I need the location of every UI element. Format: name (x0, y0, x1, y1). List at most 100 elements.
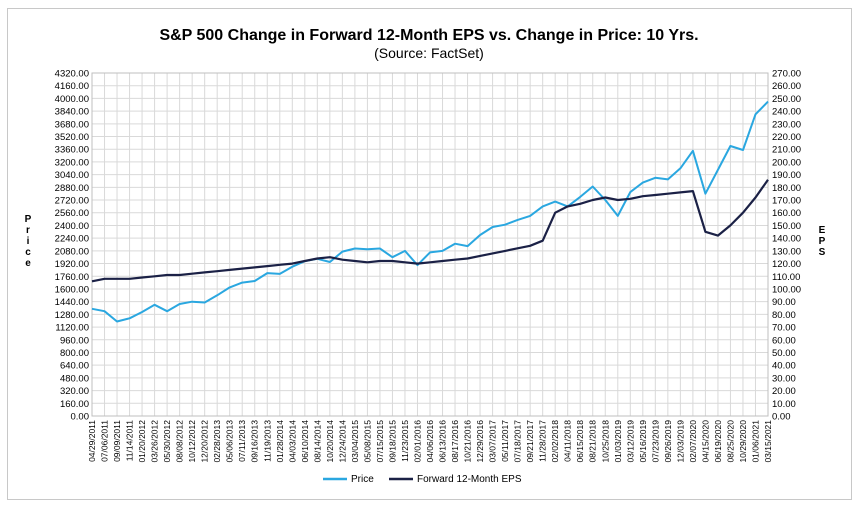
right-axis-label: EPS (819, 225, 826, 258)
right-tick-label: 160.00 (772, 208, 801, 219)
right-tick-label: 260.00 (772, 81, 801, 92)
x-tick-label: 02/01/2016 (412, 420, 422, 463)
left-tick-label: 320.00 (60, 386, 89, 397)
x-tick-label: 12/29/2016 (475, 420, 485, 463)
left-tick-label: 4000.00 (55, 94, 89, 105)
x-tick-label: 12/20/2012 (200, 420, 210, 463)
x-tick-label: 11/19/2013 (262, 420, 272, 462)
axis-label-letter: c (25, 247, 31, 258)
x-tick-label: 01/03/2019 (613, 420, 623, 463)
left-tick-label: 2400.00 (55, 221, 89, 232)
right-tick-label: 190.00 (772, 170, 801, 181)
x-tick-label: 04/29/2011 (87, 420, 97, 462)
right-tick-label: 30.00 (772, 373, 796, 384)
x-tick-label: 07/18/2017 (513, 420, 523, 463)
right-tick-label: 0.00 (772, 412, 791, 423)
left-tick-label: 3200.00 (55, 157, 89, 168)
right-tick-label: 90.00 (772, 297, 796, 308)
gridlines (91, 72, 769, 417)
x-tick-label: 09/09/2011 (112, 420, 122, 462)
x-tick-label: 11/23/2015 (400, 420, 410, 462)
left-tick-label: 960.00 (60, 335, 89, 346)
axis-label-letter: i (27, 236, 30, 247)
left-tick-label: 4160.00 (55, 81, 89, 92)
left-tick-label: 1280.00 (55, 310, 89, 321)
x-axis-ticks: 04/29/2011 07/06/2011 09/09/2011 11/14/2011… (87, 420, 773, 463)
left-tick-label: 4320.00 (55, 69, 89, 80)
x-tick-label: 07/11/2013 (237, 420, 247, 462)
x-tick-label: 06/10/2014 (300, 420, 310, 463)
x-tick-label: 03/07/2017 (488, 420, 498, 463)
axis-label-letter: P (25, 214, 32, 225)
series-line-price (91, 100, 769, 323)
right-tick-label: 150.00 (772, 221, 801, 232)
x-tick-label: 10/12/2012 (187, 420, 197, 463)
x-tick-label: 03/26/2012 (150, 420, 160, 463)
right-tick-label: 270.00 (772, 69, 801, 80)
x-tick-label: 07/06/2011 (100, 420, 110, 462)
x-tick-label: 05/30/2012 (162, 420, 172, 463)
right-tick-label: 120.00 (772, 259, 801, 270)
left-tick-label: 1440.00 (55, 297, 89, 308)
right-tick-label: 110.00 (772, 272, 800, 283)
x-tick-label: 10/29/2020 (738, 420, 748, 463)
right-tick-label: 20.00 (772, 386, 796, 397)
x-tick-label: 12/24/2014 (337, 420, 347, 463)
x-tick-label: 08/14/2014 (312, 420, 322, 463)
chart-subtitle: (Source: FactSet) (374, 45, 484, 61)
series-line-forward-12-month-eps (91, 179, 769, 283)
axis-label-letter: e (25, 258, 31, 269)
x-tick-label: 10/20/2014 (325, 420, 335, 463)
axis-label-letter: E (819, 225, 826, 236)
right-tick-label: 10.00 (772, 399, 796, 410)
x-tick-label: 08/25/2020 (725, 420, 735, 463)
axis-label-letter: S (819, 247, 826, 258)
right-tick-label: 210.00 (772, 145, 801, 156)
series-lines (91, 100, 769, 323)
left-tick-label: 160.00 (60, 399, 89, 410)
x-tick-label: 02/07/2020 (688, 420, 698, 463)
left-tick-label: 3040.00 (55, 170, 89, 181)
x-tick-label: 04/11/2018 (563, 420, 573, 462)
right-tick-label: 100.00 (772, 284, 801, 295)
x-tick-label: 04/06/2016 (425, 420, 435, 463)
x-tick-label: 11/28/2017 (538, 420, 548, 462)
right-tick-label: 50.00 (772, 348, 796, 359)
x-tick-label: 06/15/2018 (575, 420, 585, 463)
legend: Price Forward 12-Month EPS (323, 474, 522, 485)
right-tick-label: 80.00 (772, 310, 796, 321)
right-tick-label: 220.00 (772, 132, 801, 143)
right-tick-label: 170.00 (772, 196, 801, 207)
x-tick-label: 09/21/2017 (525, 420, 535, 463)
left-tick-label: 1920.00 (55, 259, 89, 270)
left-tick-label: 2080.00 (55, 246, 89, 257)
right-tick-label: 240.00 (772, 107, 801, 118)
x-tick-label: 03/15/2021 (763, 420, 773, 463)
left-tick-label: 800.00 (60, 348, 89, 359)
x-tick-label: 10/21/2016 (463, 420, 473, 463)
left-tick-label: 480.00 (60, 373, 89, 384)
x-tick-label: 03/12/2019 (625, 420, 635, 463)
x-tick-label: 08/17/2016 (450, 420, 460, 463)
legend-label: Forward 12-Month EPS (417, 474, 522, 485)
x-tick-label: 01/06/2021 (750, 420, 760, 463)
x-tick-label: 09/18/2015 (387, 420, 397, 463)
x-tick-label: 02/02/2018 (550, 420, 560, 463)
x-tick-label: 05/06/2013 (225, 420, 235, 463)
axis-label-letter: r (26, 225, 30, 236)
chart-title: S&P 500 Change in Forward 12-Month EPS v… (159, 27, 698, 44)
right-tick-label: 40.00 (772, 361, 796, 372)
x-tick-label: 05/08/2015 (362, 420, 372, 463)
left-axis-label: Price (25, 214, 32, 269)
left-tick-label: 1760.00 (55, 272, 89, 283)
right-tick-label: 60.00 (772, 335, 796, 346)
x-tick-label: 01/20/2012 (137, 420, 147, 463)
left-tick-label: 640.00 (60, 361, 89, 372)
left-tick-label: 1600.00 (55, 284, 89, 295)
x-tick-label: 01/28/2014 (275, 420, 285, 463)
left-tick-label: 2880.00 (55, 183, 89, 194)
right-tick-label: 70.00 (772, 323, 796, 334)
legend-label: Price (351, 474, 374, 485)
